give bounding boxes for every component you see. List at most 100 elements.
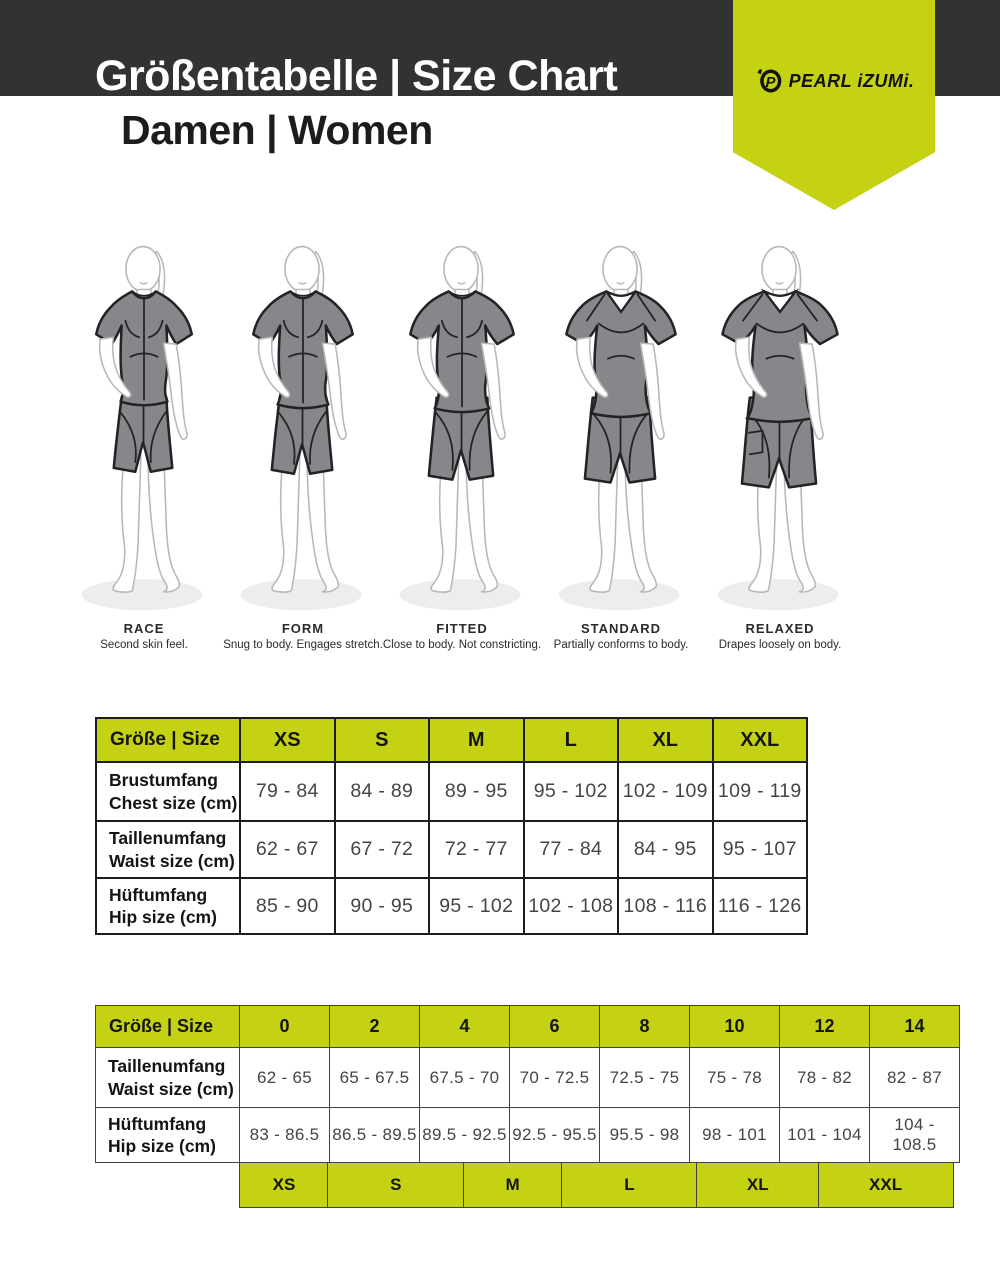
fit-fitted: .b{fill:#fff;stroke:#b6b8ba;stroke-width… xyxy=(382,230,542,651)
letter-size-cell: XXL xyxy=(817,1162,954,1208)
fit-description: Partially conforms to body. xyxy=(553,639,689,651)
size-column-header: S xyxy=(333,717,430,763)
measurement-label-de: Brustumfang xyxy=(109,770,218,791)
fit-name: FITTED xyxy=(436,621,488,636)
table-row: Hüftumfang Hip size (cm) 83 - 86.5 86.5 - 8… xyxy=(95,1107,960,1163)
measurement-label-de: Taillenumfang xyxy=(109,828,227,849)
size-range-cell: 89.5 - 92.5 xyxy=(419,1107,510,1163)
measurement-label-de: Taillenumfang xyxy=(108,1056,226,1077)
size-range-cell: 98 - 101 xyxy=(689,1107,780,1163)
size-column-header: 14 xyxy=(869,1005,960,1048)
size-range-cell: 84 - 89 xyxy=(333,761,430,822)
size-column-header: 12 xyxy=(779,1005,870,1048)
fit-description: Drapes loosely on body. xyxy=(718,639,842,651)
size-column-header: XXL xyxy=(711,717,808,763)
size-range-cell: 116 - 126 xyxy=(711,877,808,935)
size-range-cell: 72.5 - 75 xyxy=(599,1047,690,1108)
letter-size-table: Größe | Size XS S M L XL XXL Brustumfang Chest s… xyxy=(95,717,808,935)
size-column-header: 8 xyxy=(599,1005,690,1048)
size-range-cell: 95 - 107 xyxy=(711,820,808,879)
table-header-row: Größe | Size XS S M L XL XXL xyxy=(95,717,808,763)
size-column-header: 6 xyxy=(509,1005,600,1048)
size-range-cell: 109 - 119 xyxy=(711,761,808,822)
size-range-cell: 95 - 102 xyxy=(428,877,525,935)
size-range-cell: 89 - 95 xyxy=(428,761,525,822)
fit-name: RACE xyxy=(123,621,165,636)
letter-size-cell: XS xyxy=(239,1162,329,1208)
size-range-cell: 86.5 - 89.5 xyxy=(329,1107,420,1163)
size-range-cell: 65 - 67.5 xyxy=(329,1047,420,1108)
size-range-cell: 92.5 - 95.5 xyxy=(509,1107,600,1163)
size-column-header: XS xyxy=(239,717,336,763)
fit-figures-row: .b{fill:#fff;stroke:#b6b8ba;stroke-width… xyxy=(66,230,858,651)
size-range-cell: 102 - 108 xyxy=(522,877,619,935)
fit-description: Snug to body. Engages stretch. xyxy=(223,639,383,651)
measurement-label: Hüftumfang Hip size (cm) xyxy=(95,877,241,935)
size-column-header: M xyxy=(428,717,525,763)
fit-form: .b{fill:#fff;stroke:#b6b8ba;stroke-width… xyxy=(223,230,383,651)
fit-figure-icon: .b{fill:#fff;stroke:#b6b8ba;stroke-width… xyxy=(558,245,680,611)
size-range-cell: 78 - 82 xyxy=(779,1047,870,1108)
size-range-cell: 82 - 87 xyxy=(869,1047,960,1108)
fit-relaxed: .b{fill:#fff;stroke:#b6b8ba;stroke-width… xyxy=(702,230,858,651)
size-range-cell: 67.5 - 70 xyxy=(419,1047,510,1108)
size-column-header: 2 xyxy=(329,1005,420,1048)
size-range-cell: 101 - 104 xyxy=(779,1107,870,1163)
fit-figure-icon: .b{fill:#fff;stroke:#b6b8ba;stroke-width… xyxy=(717,245,839,611)
fit-name: STANDARD xyxy=(581,621,661,636)
measurement-label: Taillenumfang Waist size (cm) xyxy=(95,1047,240,1108)
size-range-cell: 108 - 116 xyxy=(617,877,714,935)
size-column-header: XL xyxy=(617,717,714,763)
fit-figure-icon: .b{fill:#fff;stroke:#b6b8ba;stroke-width… xyxy=(81,245,203,611)
size-range-cell: 72 - 77 xyxy=(428,820,525,879)
measurement-label: Brustumfang Chest size (cm) xyxy=(95,761,241,822)
fit-figure-icon: .b{fill:#fff;stroke:#b6b8ba;stroke-width… xyxy=(240,245,362,611)
brand-wordmark: PEARL iZUMi. xyxy=(788,70,915,91)
fit-race: .b{fill:#fff;stroke:#b6b8ba;stroke-width… xyxy=(66,230,222,651)
size-range-cell: 62 - 67 xyxy=(239,820,336,879)
size-range-cell: 104 - 108.5 xyxy=(869,1107,960,1163)
size-range-cell: 85 - 90 xyxy=(239,877,336,935)
letter-size-cell: M xyxy=(462,1162,563,1208)
measurement-label-de: Hüftumfang xyxy=(109,884,208,905)
fit-name: RELAXED xyxy=(745,621,815,636)
fit-standard: .b{fill:#fff;stroke:#b6b8ba;stroke-width… xyxy=(543,230,699,651)
size-range-cell: 67 - 72 xyxy=(333,820,430,879)
size-range-cell: 83 - 86.5 xyxy=(239,1107,330,1163)
page-subtitle: Damen | Women xyxy=(121,107,433,153)
table-row: Taillenumfang Waist size (cm) 62 - 67 67 - … xyxy=(95,820,808,879)
table-row: Hüftumfang Hip size (cm) 85 - 90 90 - 95 95 … xyxy=(95,877,808,935)
brand-ribbon: P PEARL iZUMi. xyxy=(733,0,935,210)
size-range-cell: 84 - 95 xyxy=(617,820,714,879)
measurement-label: Taillenumfang Waist size (cm) xyxy=(95,820,241,879)
size-range-cell: 95.5 - 98 xyxy=(599,1107,690,1163)
size-range-cell: 62 - 65 xyxy=(239,1047,330,1108)
fit-name: FORM xyxy=(281,621,325,636)
measurement-label-en: Chest size (cm) xyxy=(109,792,238,813)
measurement-label-en: Waist size (cm) xyxy=(109,850,235,871)
measurement-label-en: Hip size (cm) xyxy=(108,1136,216,1156)
svg-text:P: P xyxy=(765,74,776,91)
page-title: Größentabelle | Size Chart xyxy=(95,52,618,100)
table-corner-label: Größe | Size xyxy=(95,717,241,763)
size-range-cell: 70 - 72.5 xyxy=(509,1047,600,1108)
fit-description: Close to body. Not constricting. xyxy=(382,639,542,651)
size-range-cell: 90 - 95 xyxy=(333,877,430,935)
table-row: Brustumfang Chest size (cm) 79 - 84 84 - 89… xyxy=(95,761,808,822)
fit-description: Second skin feel. xyxy=(100,639,188,651)
measurement-label-en: Waist size (cm) xyxy=(108,1078,234,1099)
size-range-cell: 95 - 102 xyxy=(522,761,619,822)
pearl-izumi-mark-icon: P xyxy=(757,69,782,93)
letter-size-footer-row: XS S M L XL XXL xyxy=(239,1162,954,1208)
size-range-cell: 102 - 109 xyxy=(617,761,714,822)
fit-figure-icon: .b{fill:#fff;stroke:#b6b8ba;stroke-width… xyxy=(399,245,521,611)
size-range-cell: 77 - 84 xyxy=(522,820,619,879)
table-header-row: Größe | Size 0 2 4 6 8 10 12 14 xyxy=(95,1005,960,1048)
measurement-label: Hüftumfang Hip size (cm) xyxy=(95,1107,240,1163)
size-column-header: 4 xyxy=(419,1005,510,1048)
brand-logo: P PEARL iZUMi. xyxy=(733,66,935,96)
letter-size-cell: S xyxy=(327,1162,465,1208)
letter-size-cell: XL xyxy=(696,1162,820,1208)
measurement-label-en: Hip size (cm) xyxy=(109,907,217,927)
